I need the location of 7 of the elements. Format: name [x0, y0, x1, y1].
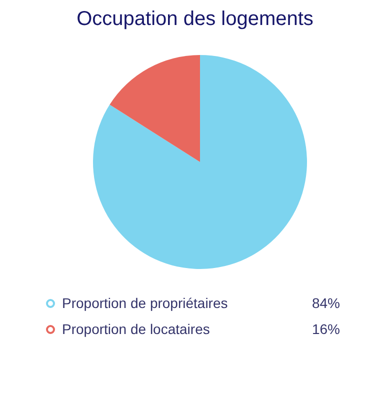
pie-slice — [93, 55, 307, 269]
pie-slice — [110, 55, 200, 162]
chart-title: Occupation des logements — [76, 8, 314, 31]
data-label: 16% — [312, 321, 340, 337]
legend-label: Proportion de locataires — [62, 321, 211, 337]
data-label: 84% — [312, 295, 340, 311]
legend-label: Proportion de propriétaires — [62, 295, 229, 311]
